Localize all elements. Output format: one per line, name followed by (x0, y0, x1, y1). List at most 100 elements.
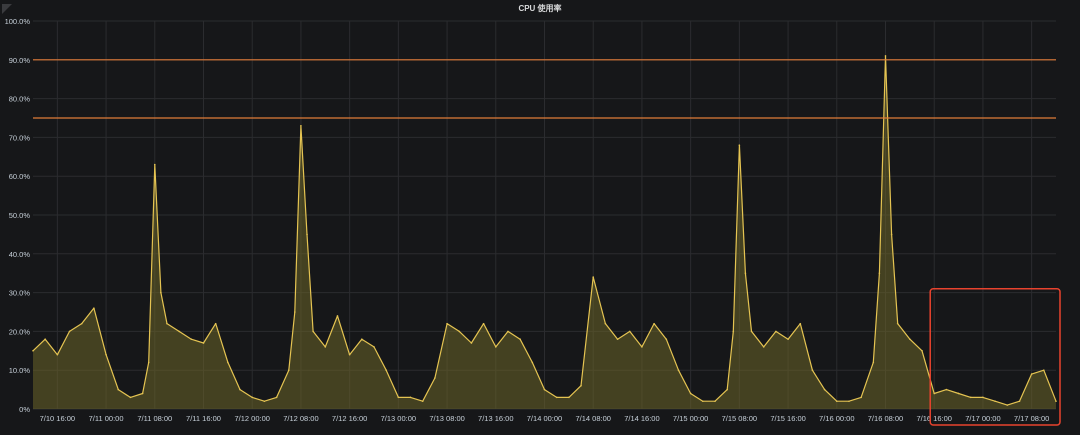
x-tick-label: 7/15 00:00 (673, 414, 708, 423)
series-point (361, 338, 363, 340)
series-point (32, 350, 34, 352)
series-point (160, 291, 162, 294)
x-tick-label: 7/16 00:00 (819, 414, 854, 423)
series-point (1018, 400, 1021, 403)
x-tick-label: 7/16 08:00 (868, 414, 903, 423)
series-point (799, 322, 802, 325)
series-point (214, 322, 217, 325)
series-point (896, 322, 899, 325)
series-point (300, 124, 302, 127)
x-tick-label: 7/11 16:00 (186, 414, 221, 423)
series-point (1030, 373, 1033, 375)
y-tick-label: 100.0% (5, 17, 31, 26)
x-tick-label: 7/10 16:00 (40, 414, 75, 423)
series-point (811, 369, 814, 372)
series-point (835, 400, 838, 403)
series-point (1006, 404, 1009, 406)
series-point (294, 311, 296, 313)
series-point (409, 396, 412, 399)
y-tick-label: 80.0% (9, 95, 31, 104)
series-point (580, 384, 582, 387)
series-point (147, 361, 150, 364)
series-point (44, 338, 46, 340)
series-point (239, 388, 241, 391)
series-point (251, 396, 254, 399)
series-point (823, 388, 826, 391)
series-point (470, 342, 473, 344)
series-point (385, 369, 387, 372)
y-tick-label: 50.0% (9, 211, 31, 220)
series-point (105, 353, 107, 356)
series-point (519, 338, 521, 340)
series-point (275, 396, 278, 399)
series-point (726, 388, 728, 391)
y-tick-label: 70.0% (9, 133, 31, 142)
series-point (287, 369, 290, 372)
x-tick-label: 7/13 16:00 (478, 414, 513, 423)
series-point (616, 338, 619, 340)
series-point (909, 338, 911, 340)
y-tick-label: 20.0% (9, 327, 31, 336)
series-point (494, 346, 497, 348)
series-point (178, 330, 180, 333)
series-point (677, 369, 680, 372)
series-point (202, 342, 205, 344)
series-point (738, 144, 741, 146)
series-point (421, 400, 424, 403)
series-point (190, 338, 193, 340)
series-point (702, 400, 704, 403)
y-tick-label: 60.0% (9, 172, 31, 181)
series-point (787, 338, 789, 340)
y-tick-label: 90.0% (9, 56, 31, 65)
x-tick-label: 7/14 08:00 (575, 414, 610, 423)
series-point (306, 233, 308, 236)
series-point (1055, 400, 1057, 403)
series-point (628, 330, 631, 333)
series-point (933, 392, 936, 395)
series-point (592, 276, 595, 278)
panel-title[interactable]: CPU 使用率 (518, 4, 562, 13)
series-point (312, 330, 314, 333)
series-point (878, 272, 881, 275)
series-point (921, 350, 923, 352)
y-tick-label: 0% (19, 405, 30, 414)
x-tick-label: 7/17 08:00 (1014, 414, 1049, 423)
series-point (68, 330, 71, 333)
x-tick-label: 7/13 08:00 (429, 414, 464, 423)
panel-corner-icon[interactable] (2, 1, 12, 14)
x-tick-label: 7/17 00:00 (965, 414, 1000, 423)
series-point (714, 400, 716, 403)
y-tick-label: 10.0% (9, 366, 31, 375)
x-tick-label: 7/12 16:00 (332, 414, 367, 423)
highlight-box (929, 287, 1061, 426)
x-tick-label: 7/15 16:00 (770, 414, 805, 423)
series-point (434, 377, 436, 379)
series-point (884, 55, 887, 57)
series-point (775, 330, 777, 333)
series-point (665, 338, 668, 340)
series-point (80, 322, 83, 325)
series-point (982, 396, 984, 399)
series-point (543, 388, 546, 391)
series-point (531, 361, 534, 364)
series-point (848, 400, 850, 403)
series-point (336, 315, 339, 317)
series-point (732, 330, 735, 333)
x-tick-label: 7/14 16:00 (624, 414, 659, 423)
x-tick-label: 7/12 08:00 (283, 414, 318, 423)
series-point (744, 272, 747, 275)
series-point (227, 361, 229, 364)
y-tick-label: 30.0% (9, 289, 31, 298)
series-point (129, 396, 132, 399)
series-point (762, 346, 765, 348)
series-point (653, 322, 655, 325)
series-point (945, 388, 948, 391)
series-point (117, 388, 120, 391)
series-point (482, 322, 485, 325)
series-point (324, 346, 327, 348)
series-point (750, 330, 753, 333)
series-point (890, 233, 893, 236)
series-point (994, 400, 996, 403)
